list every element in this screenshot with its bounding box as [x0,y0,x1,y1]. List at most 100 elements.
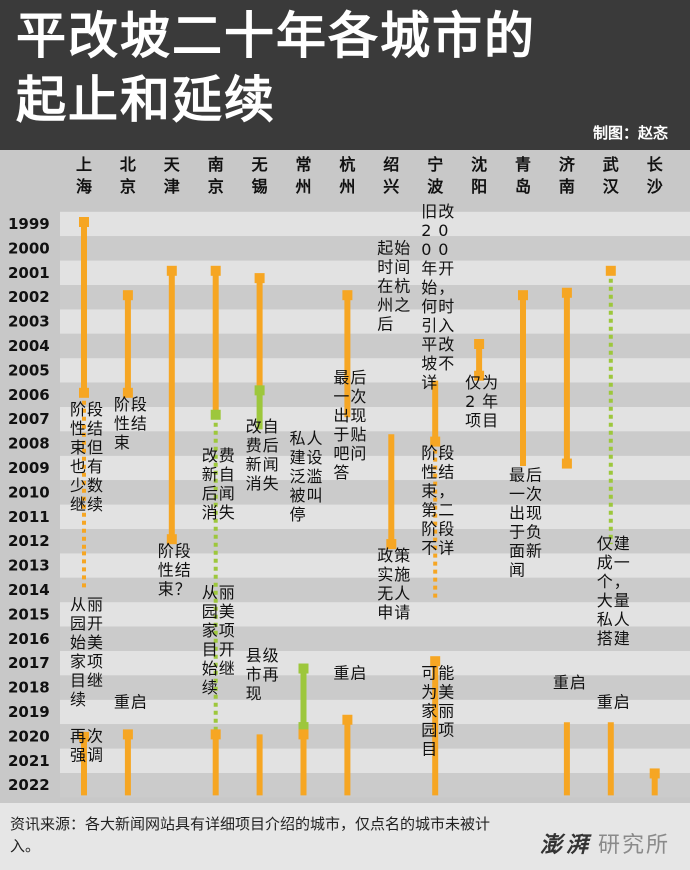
svg-text:起: 起 [377,239,393,258]
svg-text:调: 调 [87,746,103,765]
annotation-11-0: 重启 [553,673,586,692]
marker-1-0 [122,290,133,301]
year-label-2006: 2006 [8,386,50,404]
svg-text:丽: 丽 [87,595,103,614]
row-band-2016 [60,626,690,651]
year-label-2021: 2021 [8,752,50,770]
header: 平改坡二十年各城市的 起止和延续 制图：赵忞 [0,0,690,150]
svg-text:目: 目 [70,671,86,690]
svg-text:目: 目 [482,411,498,430]
svg-text:市: 市 [246,665,262,684]
svg-text:平: 平 [421,335,437,354]
marker-13-0 [649,768,660,779]
footer: 资讯来源：各大新闻网站具有详细项目介绍的城市，仅点名的城市未被计入。 澎湃 研究所 [0,803,690,870]
svg-text:美: 美 [219,602,235,621]
svg-text:成: 成 [597,553,613,572]
row-band-2021 [60,748,690,773]
row-band-2013 [60,553,690,578]
marker-4-1 [254,385,265,396]
svg-text:消: 消 [202,503,218,522]
svg-text:启: 启 [614,693,630,712]
svg-text:失: 失 [219,503,235,522]
year-label-2019: 2019 [8,703,50,721]
row-band-2019 [60,699,690,725]
annotation-0-2: 再次强调 [70,727,103,765]
annotation-7-0: 起始时 间在 杭州 之后 [377,239,410,334]
svg-text:，: ， [438,278,454,297]
logo-sub: 研究所 [597,833,670,858]
annotation-5-0: 私人建 设泛 滥被 叫停 [290,429,323,524]
svg-text:年: 年 [482,392,498,411]
year-label-2016: 2016 [8,630,50,648]
city-header-0-0: 上 [76,155,92,174]
year-label-2017: 2017 [8,654,50,672]
city-header-6-1: 州 [338,177,355,196]
svg-text:能: 能 [438,663,454,682]
marker-4-0 [254,273,265,284]
svg-text:园: 园 [421,720,437,739]
marker-2-1 [166,534,177,545]
svg-text:失: 失 [263,474,279,493]
svg-text:改: 改 [438,202,454,221]
year-label-2011: 2011 [8,508,50,526]
row-band-2020 [60,724,690,749]
svg-text:费: 费 [219,446,235,465]
svg-text:美: 美 [87,633,103,652]
annotation-12-0: 仅建成 一个 ，大 量私 人搭建 [597,534,630,648]
marker-8-0 [430,436,441,447]
year-label-2000: 2000 [8,239,50,257]
svg-text:继: 继 [87,671,103,690]
svg-text:私: 私 [290,429,306,448]
svg-text:始: 始 [421,278,437,297]
svg-text:新: 新 [202,465,218,484]
svg-text:强: 强 [70,746,86,765]
year-label-2003: 2003 [8,313,50,331]
svg-text:束: 束 [114,433,130,452]
marker-9-1 [474,370,485,381]
svg-text:家: 家 [421,701,437,720]
svg-text:项: 项 [87,652,103,671]
year-label-2001: 2001 [8,264,50,282]
row-band-2002 [60,285,690,310]
row-band-2008 [60,431,690,456]
svg-text:开: 开 [438,259,454,278]
svg-text:阶: 阶 [70,400,86,419]
svg-text:开: 开 [219,640,235,659]
svg-text:始: 始 [394,239,410,258]
marker-5-2 [298,729,309,740]
svg-text:不: 不 [421,539,437,558]
svg-text:在: 在 [377,277,393,296]
annotation-10-0: 最后一 次出 现于 负面 新闻 [509,466,542,580]
marker-0-0 [79,217,89,227]
city-header-8-0: 宁 [427,155,443,174]
row-band-2003 [60,309,690,334]
svg-text:项: 项 [438,720,454,739]
row-band-2011 [60,504,690,529]
row-band-1999 [60,211,690,237]
svg-text:启: 启 [570,673,586,692]
marker-2-0 [166,265,177,276]
svg-text:重: 重 [114,693,130,712]
marker-5-0 [298,663,309,674]
row-band-2012 [60,529,690,554]
svg-text:闻: 闻 [219,484,235,503]
svg-text:继: 继 [219,659,235,678]
svg-text:现: 现 [246,684,262,703]
svg-text:建: 建 [290,448,306,467]
year-label-2022: 2022 [8,776,50,794]
marker-1-2 [122,729,133,740]
svg-text:人: 人 [307,429,323,448]
marker-11-0 [561,287,572,298]
svg-text:美: 美 [438,682,454,701]
svg-text:0: 0 [421,240,431,259]
row-band-2009 [60,455,690,481]
city-header-13-0: 长 [647,155,664,174]
annotation-1-0: 阶段性 结束 [114,395,147,452]
svg-text:2: 2 [465,392,475,411]
svg-text:于: 于 [509,523,525,542]
svg-text:最: 最 [509,466,525,485]
svg-text:性: 性 [158,560,174,579]
marker-9-0 [474,339,485,349]
svg-text:丽: 丽 [438,701,454,720]
svg-text:建: 建 [614,534,630,553]
